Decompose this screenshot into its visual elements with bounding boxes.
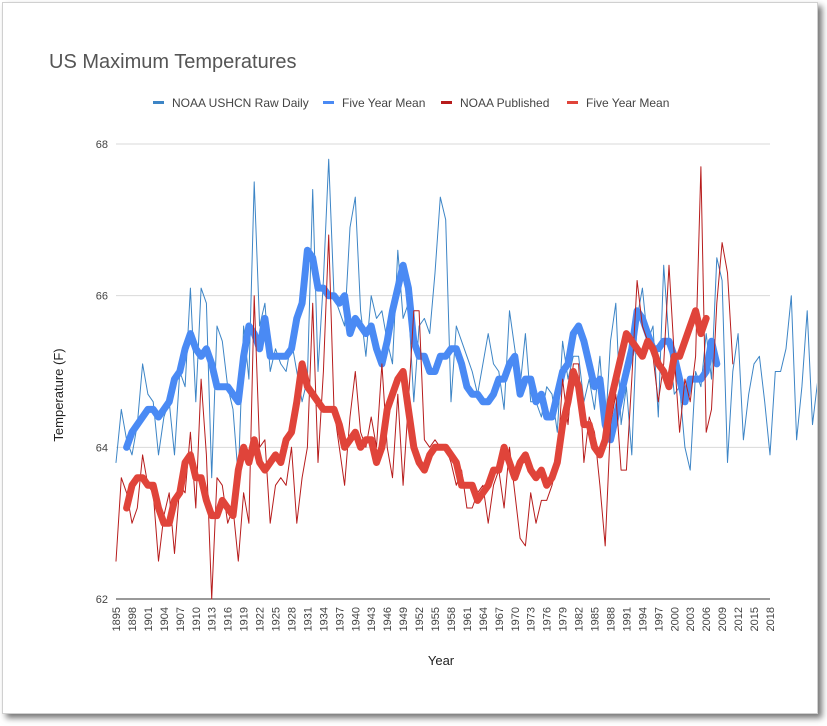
x-tick-label: 1907 bbox=[175, 607, 187, 631]
gridlines bbox=[116, 143, 770, 600]
x-tick-label: 1982 bbox=[574, 607, 586, 631]
x-tick-label: 1949 bbox=[398, 607, 410, 631]
x-axis-ticks: 1895 1898 1901 1904 1907 1910 1913 1916 1919 1922… bbox=[111, 607, 777, 631]
x-tick-label: 2009 bbox=[717, 607, 729, 631]
line-chart: US Maximum Temperatures NOAA USHCN Raw D… bbox=[49, 51, 817, 668]
x-tick-label: 1973 bbox=[526, 607, 538, 631]
x-tick-label: 1964 bbox=[478, 607, 490, 631]
y-tick-label: 64 bbox=[96, 442, 108, 454]
x-tick-label: 1994 bbox=[637, 607, 649, 631]
x-tick-label: 2003 bbox=[685, 607, 697, 631]
x-tick-label: 1937 bbox=[334, 607, 346, 631]
x-tick-label: 1970 bbox=[510, 607, 522, 631]
x-tick-label: 1934 bbox=[318, 607, 330, 631]
y-tick-label: 62 bbox=[96, 594, 108, 606]
legend-item-raw-daily: NOAA USHCN Raw Daily bbox=[153, 96, 309, 110]
x-tick-label: 1922 bbox=[255, 607, 267, 631]
x-tick-label: 1910 bbox=[191, 607, 203, 631]
legend-label-raw-five-year-mean: Five Year Mean bbox=[342, 96, 425, 110]
x-tick-label: 1895 bbox=[111, 607, 123, 631]
y-axis-ticks: 62 64 66 68 bbox=[96, 139, 108, 606]
series-noaa-published bbox=[115, 166, 734, 600]
legend-item-raw-five-year-mean: Five Year Mean bbox=[323, 96, 425, 110]
x-tick-label: 1913 bbox=[207, 607, 219, 631]
x-tick-label: 1991 bbox=[621, 607, 633, 631]
x-tick-label: 1997 bbox=[653, 607, 665, 631]
x-tick-label: 1979 bbox=[558, 607, 570, 631]
x-tick-label: 1916 bbox=[223, 607, 235, 631]
legend-swatch-raw-daily bbox=[153, 101, 164, 104]
legend-item-published-five-year-mean: Five Year Mean bbox=[567, 96, 669, 110]
x-tick-label: 1919 bbox=[239, 607, 251, 631]
x-tick-label: 1931 bbox=[302, 607, 314, 631]
x-tick-label: 2018 bbox=[765, 607, 777, 631]
legend-label-noaa-published: NOAA Published bbox=[460, 96, 549, 110]
x-tick-label: 1988 bbox=[605, 607, 617, 631]
chart-title: US Maximum Temperatures bbox=[49, 51, 296, 73]
x-tick-label: 1952 bbox=[414, 607, 426, 631]
series-raw-daily bbox=[115, 158, 817, 479]
x-tick-label: 1967 bbox=[494, 607, 506, 631]
x-tick-label: 1955 bbox=[430, 607, 442, 631]
x-tick-label: 1958 bbox=[446, 607, 458, 631]
x-tick-label: 1940 bbox=[350, 607, 362, 631]
x-tick-label: 1946 bbox=[382, 607, 394, 631]
series-published-five-year-mean bbox=[123, 307, 710, 527]
x-tick-label: 1904 bbox=[159, 607, 171, 631]
legend-label-published-five-year-mean: Five Year Mean bbox=[586, 96, 669, 110]
x-tick-label: 2015 bbox=[749, 607, 761, 631]
x-tick-label: 2012 bbox=[733, 607, 745, 631]
x-tick-label: 1985 bbox=[590, 607, 602, 631]
y-axis-label: Temperature (F) bbox=[51, 348, 66, 441]
x-axis-label: Year bbox=[428, 653, 455, 668]
legend-label-raw-daily: NOAA USHCN Raw Daily bbox=[172, 96, 309, 110]
x-tick-label: 1976 bbox=[542, 607, 554, 631]
x-tick-label: 1898 bbox=[127, 607, 139, 631]
legend-item-noaa-published: NOAA Published bbox=[441, 96, 549, 110]
y-tick-label: 68 bbox=[96, 139, 108, 151]
legend: NOAA USHCN Raw Daily Five Year Mean NOAA… bbox=[153, 96, 669, 110]
chart-card: US Maximum Temperatures NOAA USHCN Raw D… bbox=[2, 2, 818, 714]
x-tick-label: 2006 bbox=[701, 607, 713, 631]
x-tick-label: 1943 bbox=[366, 607, 378, 631]
y-tick-label: 66 bbox=[96, 291, 108, 303]
x-tick-label: 2000 bbox=[669, 607, 681, 631]
x-tick-label: 1961 bbox=[462, 607, 474, 631]
x-tick-label: 1925 bbox=[271, 607, 283, 631]
legend-swatch-published-five-year-mean bbox=[567, 101, 578, 104]
plot-area bbox=[115, 158, 817, 600]
series-raw-five-year-mean bbox=[123, 246, 721, 451]
x-tick-label: 1901 bbox=[143, 607, 155, 631]
x-tick-label: 1928 bbox=[286, 607, 298, 631]
legend-swatch-raw-five-year-mean bbox=[323, 101, 334, 104]
legend-swatch-noaa-published bbox=[441, 101, 452, 104]
